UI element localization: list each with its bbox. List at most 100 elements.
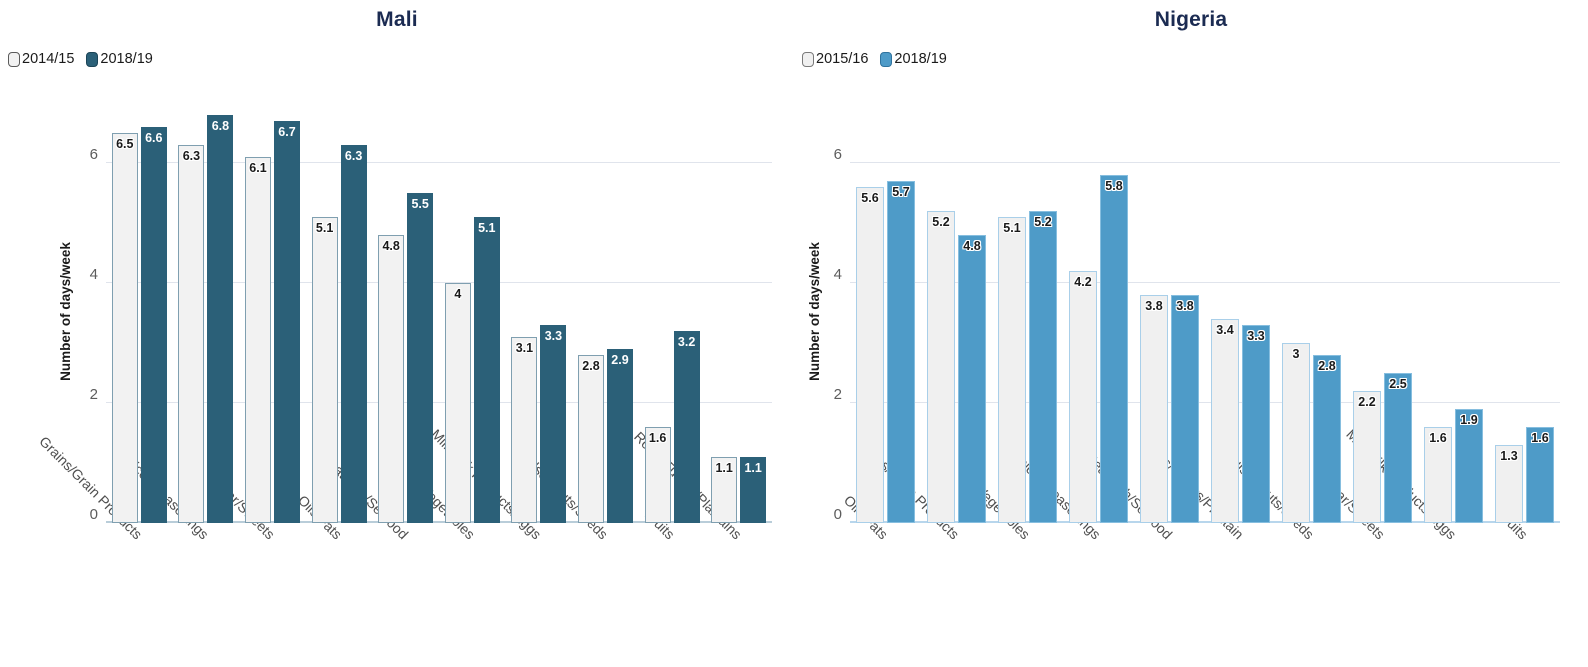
bar[interactable]: 3.8 xyxy=(1171,295,1199,523)
bar-value-label: 3.1 xyxy=(515,341,534,355)
bar[interactable]: 1.1 xyxy=(711,457,738,523)
legend-item[interactable]: 2018/19 xyxy=(86,51,153,67)
bar-value-label: 3.2 xyxy=(677,335,696,349)
bar-value-label: 1.1 xyxy=(715,461,733,475)
bar-value-label: 6.1 xyxy=(249,161,267,175)
bar[interactable]: 2.8 xyxy=(578,355,604,523)
x-axis-line xyxy=(106,521,772,523)
bar[interactable]: 4.2 xyxy=(1069,271,1097,523)
bar-value-label: 1.6 xyxy=(648,431,667,445)
bar-value-label: 3.8 xyxy=(1145,299,1163,313)
bar[interactable]: 5.6 xyxy=(856,187,884,523)
bar[interactable]: 5.5 xyxy=(407,193,434,523)
bar[interactable]: 1.6 xyxy=(1526,427,1554,523)
legend-swatch-icon xyxy=(86,51,99,67)
bar-value-label: 4.8 xyxy=(382,239,400,253)
bar-value-label: 6.8 xyxy=(211,119,230,133)
bar[interactable]: 3.1 xyxy=(511,337,538,523)
bar-value-label: 3.4 xyxy=(1216,323,1234,337)
bar[interactable]: 4.8 xyxy=(378,235,405,523)
bar[interactable]: 5.2 xyxy=(1029,211,1057,523)
bar[interactable]: 2.9 xyxy=(607,349,633,523)
bar-value-label: 5.7 xyxy=(892,185,910,199)
legend-item[interactable]: 2015/16 xyxy=(802,51,868,67)
bar[interactable]: 5.2 xyxy=(927,211,955,523)
gridline xyxy=(850,281,1560,283)
chart-panel-mali: Mali 2014/15 2018/19 Number of days/week … xyxy=(8,8,772,542)
bar[interactable]: 6.6 xyxy=(140,127,167,523)
bar-value-label: 5.1 xyxy=(315,221,334,235)
bar[interactable]: 3.8 xyxy=(1140,295,1168,523)
bar[interactable]: 5.1 xyxy=(473,217,500,523)
bar-value-label: 6.6 xyxy=(145,131,163,145)
bar-value-label: 5.5 xyxy=(411,197,429,211)
bar-value-label: 3.8 xyxy=(1176,299,1194,313)
chart-title: Nigeria xyxy=(1154,8,1228,31)
bar[interactable]: 2.8 xyxy=(1313,355,1341,523)
legend: 2015/16 2018/19 xyxy=(802,51,947,67)
bar[interactable]: 1.9 xyxy=(1455,409,1483,523)
bar-value-label: 1.1 xyxy=(744,461,762,475)
gridline xyxy=(106,281,772,283)
bar-value-label: 1.6 xyxy=(1429,431,1447,445)
bar-value-label: 1.3 xyxy=(1500,449,1518,463)
bar[interactable]: 1.1 xyxy=(740,457,767,523)
bar[interactable]: 3.2 xyxy=(673,331,700,523)
bar[interactable]: 3.3 xyxy=(1242,325,1270,523)
y-axis-tick-label: 6 xyxy=(833,146,842,163)
y-axis-tick-label: 2 xyxy=(833,386,842,403)
bar[interactable]: 6.5 xyxy=(111,133,138,523)
bar[interactable]: 4 xyxy=(444,283,471,523)
legend-item[interactable]: 2018/19 xyxy=(880,51,947,67)
bar[interactable]: 6.1 xyxy=(245,157,271,523)
legend-label: 2015/16 xyxy=(816,51,869,67)
legend-label: 2018/19 xyxy=(894,51,947,67)
bar-value-label: 3.3 xyxy=(1247,329,1265,343)
plot-area: 5.6 5.7 5.2 4.8 5.1 5.2 4.2 5.8 3.8 3.8 3.4 3.3 3 2.8… xyxy=(850,100,1560,523)
legend-item[interactable]: 2014/15 xyxy=(8,51,74,67)
bar[interactable]: 5.1 xyxy=(998,217,1026,523)
gridline xyxy=(850,161,1560,163)
bar[interactable]: 4.8 xyxy=(958,235,986,523)
bar-value-label: 2.8 xyxy=(1318,359,1336,373)
bar[interactable]: 6.8 xyxy=(207,115,234,523)
bar-value-label: 3 xyxy=(1292,347,1300,361)
bar-value-label: 4 xyxy=(454,287,462,301)
bar[interactable]: 6.3 xyxy=(178,145,205,523)
bar[interactable]: 1.3 xyxy=(1495,445,1523,523)
bar-value-label: 6.5 xyxy=(116,137,134,151)
plot-area: 6.5 6.6 6.3 6.8 6.1 6.7 5.1 6.3 4.8 5.5 4 5.1 3.1 3.3… xyxy=(106,100,772,523)
bar[interactable]: 6.3 xyxy=(340,145,367,523)
chart-title: Mali xyxy=(376,8,418,31)
y-axis-tick-label: 4 xyxy=(89,266,98,283)
y-axis-tick-label: 4 xyxy=(833,266,842,283)
y-axis-tick-label: 2 xyxy=(89,386,98,403)
bar[interactable]: 2.2 xyxy=(1353,391,1381,523)
gridline xyxy=(106,161,772,163)
bar-value-label: 4.8 xyxy=(963,239,981,253)
bar-value-label: 2.8 xyxy=(582,359,600,373)
bar[interactable]: 1.6 xyxy=(1424,427,1452,523)
y-axis-tick-label: 0 xyxy=(89,506,98,523)
bar[interactable]: 5.7 xyxy=(887,181,915,523)
bar-value-label: 4.2 xyxy=(1074,275,1092,289)
bar-value-label: 5.2 xyxy=(1034,215,1052,229)
bar[interactable]: 5.8 xyxy=(1100,175,1128,523)
bar[interactable]: 2.5 xyxy=(1384,373,1412,523)
bar[interactable]: 1.6 xyxy=(644,427,671,523)
bar-value-label: 2.9 xyxy=(611,353,629,367)
legend-label: 2018/19 xyxy=(100,51,153,67)
bar[interactable]: 5.1 xyxy=(311,217,338,523)
gridline xyxy=(850,401,1560,403)
x-axis-line xyxy=(850,521,1560,523)
bar-value-label: 1.9 xyxy=(1460,413,1478,427)
bar-value-label: 5.8 xyxy=(1105,179,1123,193)
bar-value-label: 6.3 xyxy=(344,149,363,163)
bar[interactable]: 6.7 xyxy=(274,121,300,523)
bar[interactable]: 3.4 xyxy=(1211,319,1239,523)
bar-value-label: 5.6 xyxy=(861,191,879,205)
legend-label: 2014/15 xyxy=(22,51,75,67)
bar[interactable]: 3.3 xyxy=(540,325,567,523)
bar[interactable]: 3 xyxy=(1282,343,1310,523)
bar-value-label: 2.2 xyxy=(1358,395,1376,409)
